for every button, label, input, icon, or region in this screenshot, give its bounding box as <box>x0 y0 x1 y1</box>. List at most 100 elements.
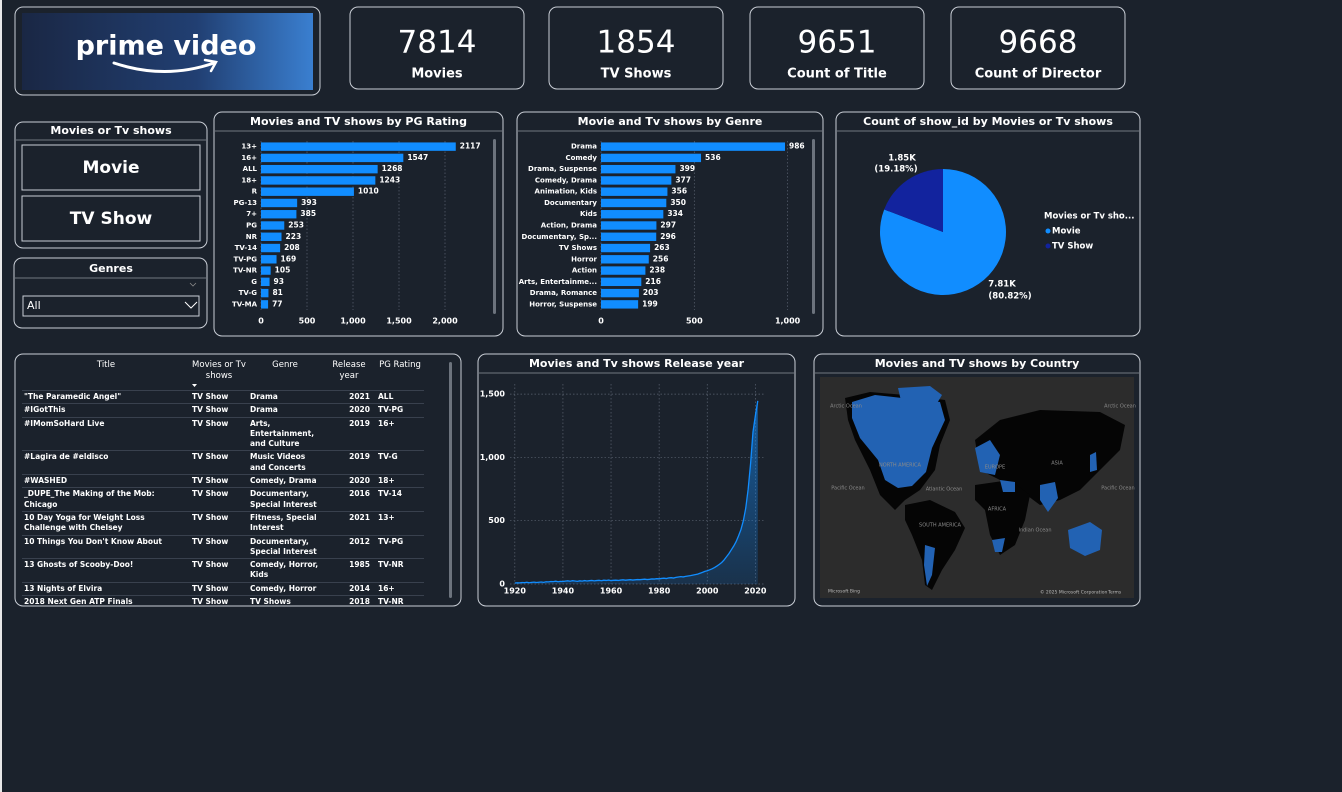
legend-marker <box>1045 228 1051 234</box>
data-label: 1268 <box>382 164 403 173</box>
y-tick-label: 0 <box>499 580 505 589</box>
area <box>514 400 758 584</box>
slicer-button[interactable] <box>21 195 201 242</box>
bar <box>261 266 271 275</box>
data-label: 216 <box>645 277 661 286</box>
panel <box>813 353 1141 607</box>
x-tick-label: 1,000 <box>340 317 366 326</box>
slicer <box>14 121 208 249</box>
y-tick-label: Comedy <box>565 154 597 162</box>
map-label: EUROPE <box>985 465 1005 471</box>
bar <box>261 164 378 174</box>
slicer-option[interactable]: Movie <box>82 158 139 178</box>
table-cell: TV-PG <box>376 534 424 559</box>
data-label: 253 <box>288 221 304 230</box>
table-cell: TV Show <box>190 389 248 404</box>
data-label: 1.85K <box>888 154 916 164</box>
bar <box>601 187 668 196</box>
data-label: 93 <box>274 277 284 286</box>
table-cell: 2012 <box>322 534 376 559</box>
land-highlight <box>1090 452 1097 472</box>
y-tick-label: Drama, Romance <box>530 289 597 297</box>
pie-slice <box>884 169 943 232</box>
bar <box>601 176 672 185</box>
slicer-option[interactable]: TV Show <box>70 209 153 229</box>
y-tick-label: Comedy, Drama <box>535 176 597 184</box>
y-tick-label: PG-13 <box>233 199 257 207</box>
bar <box>601 288 639 298</box>
map-label: Indian Ocean <box>1018 528 1051 534</box>
table-cell: 2021 <box>322 389 376 404</box>
y-tick-label: G <box>251 278 257 286</box>
visual-title: Count of show_id by Movies or Tv shows <box>863 115 1113 128</box>
logo-image <box>22 13 313 90</box>
table-cell: 2019 <box>322 416 376 451</box>
x-tick-label: 2,000 <box>432 317 458 326</box>
map-label: Atlantic Ocean <box>926 487 963 493</box>
land-highlight <box>1068 522 1102 556</box>
bar <box>261 210 297 219</box>
bar <box>601 210 664 219</box>
y-tick-label: Documentary, Sp... <box>522 233 597 241</box>
visual-title: Movies and TV shows by Country <box>875 357 1080 370</box>
map-label: Arctic Ocean <box>830 404 862 410</box>
bar <box>601 277 642 287</box>
y-tick-label: TV-MA <box>232 300 258 308</box>
data-label: 238 <box>649 266 665 275</box>
panel <box>835 111 1141 337</box>
table-cell: TV-NR <box>376 558 424 583</box>
slicer <box>13 257 208 329</box>
bar <box>601 164 676 174</box>
card-label: Count of Director <box>975 67 1102 82</box>
x-tick-label: 1960 <box>600 587 623 596</box>
y-tick-label: Animation, Kids <box>535 188 597 196</box>
data-label: 1010 <box>358 187 379 196</box>
y-tick-label: TV-NR <box>233 267 257 275</box>
x-tick-label: 1,500 <box>386 317 412 326</box>
table-visual: Title Movies or Tv shows Genre Release year… <box>22 358 424 609</box>
land-highlight <box>898 386 942 418</box>
column-header: PG Rating <box>379 360 421 370</box>
map-label: NORTH AMERICA <box>879 463 922 469</box>
slicer-button[interactable] <box>21 144 201 191</box>
y-tick-label: 1,500 <box>480 390 506 399</box>
table-cell: 2016 <box>322 487 376 512</box>
table-cell: 16+ <box>376 581 424 596</box>
map-credit: © 2025 Microsoft Corporation <box>1040 589 1107 596</box>
table-cell: #Lagira de #eldisco <box>22 450 190 475</box>
table-cell: Comedy, Horror <box>248 581 322 596</box>
legend-label: Movie <box>1052 227 1081 237</box>
data-label: 536 <box>705 153 721 162</box>
table-cell: TV Show <box>190 558 248 583</box>
table-cell: TV Show <box>190 416 248 451</box>
card-label: Movies <box>411 67 463 82</box>
bar <box>601 198 667 208</box>
dropdown[interactable] <box>22 295 200 317</box>
x-tick-label: 2000 <box>696 587 719 596</box>
x-tick-label: 1920 <box>504 587 527 596</box>
y-tick-label: Action, Drama <box>541 222 597 230</box>
table-cell: 2019 <box>322 450 376 475</box>
table-cell: TV-NR <box>376 595 424 609</box>
table-cell: TV Show <box>190 581 248 596</box>
x-tick-label: 2020 <box>744 587 767 596</box>
y-tick-label: 16+ <box>241 154 257 162</box>
data-label: 223 <box>286 232 302 241</box>
table-header: Title Movies or Tv shows Genre Release year… <box>22 358 424 391</box>
table-cell: 10 Day Yoga for Weight Loss Challenge wi… <box>22 510 190 536</box>
column-header: Movies or Tv shows <box>192 360 246 381</box>
data-label: 350 <box>670 198 686 207</box>
map-credit: Terms <box>1107 590 1122 596</box>
table-cell: TV Shows <box>248 595 322 609</box>
visual-title: Movies and Tv shows Release year <box>529 357 745 370</box>
table-row: #WASHED TV Show Comedy, Drama 2020 18+ <box>22 474 424 488</box>
data-label: 393 <box>301 198 317 207</box>
column-header: Genre <box>272 360 298 370</box>
table-cell: Arts, Entertainment, and Culture <box>248 416 322 451</box>
y-tick-label: 500 <box>488 516 505 525</box>
y-tick-label: Drama, Suspense <box>528 165 597 173</box>
y-tick-label: Horror <box>571 255 597 263</box>
data-label: 256 <box>653 254 669 263</box>
table-cell: 2018 Next Gen ATP Finals <box>22 595 190 609</box>
logo-smile <box>112 61 216 73</box>
